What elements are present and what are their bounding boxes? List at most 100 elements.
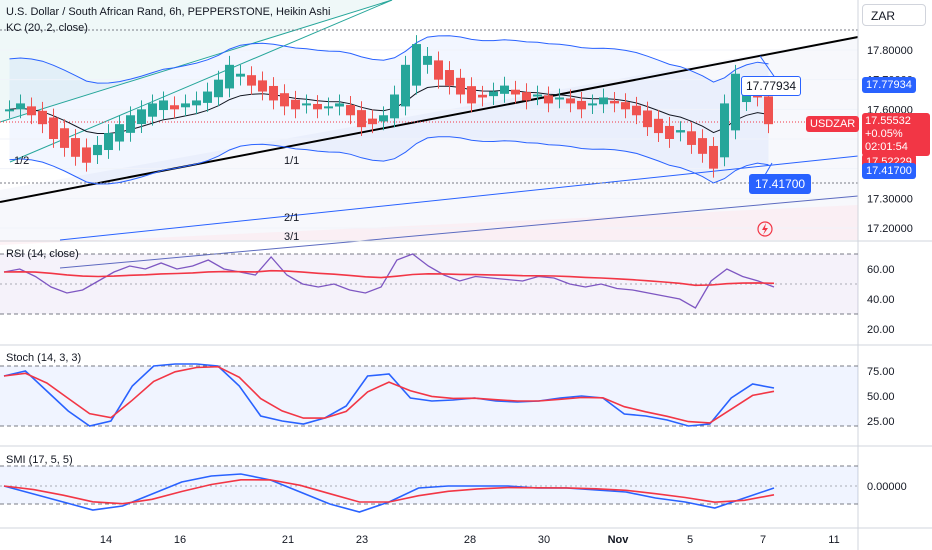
kc-upper-line	[9, 35, 769, 84]
candle-body	[489, 91, 498, 97]
candle-body	[192, 100, 201, 106]
rsi-pane	[0, 253, 858, 315]
candle-body	[731, 73, 740, 131]
candle-body	[214, 79, 223, 98]
candle-body	[544, 95, 553, 104]
upper-channel-axis-tag: 17.77934	[862, 77, 916, 93]
candle-body	[115, 124, 124, 142]
candle-body	[434, 60, 443, 80]
candle-body	[71, 138, 80, 157]
lower-channel-label[interactable]: 17.41700	[749, 174, 812, 194]
candle-body	[357, 110, 366, 128]
candle-body	[93, 144, 102, 156]
candle-body	[654, 118, 663, 134]
candle-body	[203, 91, 212, 103]
candle-body	[82, 147, 91, 163]
time-tick-label: 21	[282, 534, 294, 546]
candle-body	[599, 97, 608, 105]
price-tick-label: 17.80000	[867, 45, 913, 57]
current-price-tag: 17.55532 +0.05% 02:01:54	[862, 113, 930, 156]
price-change: +0.05%	[865, 128, 903, 140]
smi-label[interactable]: SMI (17, 5, 5)	[6, 454, 73, 466]
candle-body	[676, 130, 685, 133]
kc-basis-line	[9, 85, 769, 134]
candle-body	[159, 100, 168, 111]
stoch-tick-label: 75.00	[867, 366, 895, 378]
time-tick-label: 16	[174, 534, 186, 546]
rsi-axis: 60.00 40.00 20.00	[867, 264, 895, 336]
candle-body	[522, 92, 531, 101]
lower-channel-axis-tag: 17.41700	[862, 163, 916, 179]
stoch-tick-label: 50.00	[867, 391, 895, 403]
chart-title[interactable]: U.S. Dollar / South African Rand, 6h, PE…	[6, 6, 331, 18]
candle-body	[170, 105, 179, 110]
time-tick-label: Nov	[608, 534, 630, 546]
currency-selector[interactable]: ZAR	[862, 4, 926, 26]
time-tick-label: 5	[687, 534, 693, 546]
rsi-tick-label: 20.00	[867, 324, 895, 336]
candle-body	[324, 106, 333, 109]
candle-body	[181, 103, 190, 108]
smi-axis: 0.00000	[867, 481, 907, 493]
upper-channel-label[interactable]: 17.77934	[741, 76, 802, 96]
candle-body	[632, 105, 641, 116]
candle-body	[709, 145, 718, 169]
bar-countdown: 02:01:54	[865, 141, 908, 153]
candle-body	[687, 131, 696, 145]
candle-body	[137, 109, 146, 125]
candle-body	[390, 94, 399, 119]
candle-body	[643, 110, 652, 128]
time-tick-label: 11	[828, 534, 839, 546]
candle-body	[577, 100, 586, 110]
stoch-tick-label: 25.00	[867, 416, 895, 428]
candle-body	[104, 133, 113, 151]
candle-body	[764, 96, 773, 125]
stoch-label[interactable]: Stoch (14, 3, 3)	[6, 352, 82, 364]
candle-body	[588, 103, 597, 106]
time-tick-label: 14	[100, 534, 112, 546]
time-tick-label: 7	[760, 534, 766, 546]
candle-body	[60, 128, 69, 148]
candle-body	[313, 103, 322, 110]
candle-body	[445, 70, 454, 86]
candle-body	[720, 103, 729, 158]
lightning-icon[interactable]	[757, 221, 773, 237]
kc-lower-line	[9, 136, 769, 185]
candle-body	[225, 64, 234, 89]
candle-body	[500, 85, 509, 94]
candle-body	[621, 102, 630, 110]
kc-indicator-label[interactable]: KC (20, 2, close)	[6, 22, 88, 34]
candle-body	[401, 64, 410, 107]
fib-label-1-2: 1/2	[14, 155, 29, 167]
stoch-pane	[0, 363, 858, 427]
smi-pane	[0, 465, 858, 513]
candle-body	[423, 55, 432, 65]
smi-tick-label: 0.00000	[867, 481, 907, 493]
candle-body	[368, 118, 377, 125]
current-price: 17.55532	[865, 115, 911, 127]
candle-body	[467, 86, 476, 104]
time-axis[interactable]: 14 16 21 23 28 30 Nov 5 7 11	[100, 534, 840, 546]
time-tick-label: 28	[464, 534, 476, 546]
candle-body	[280, 93, 289, 107]
symbol-tag: USDZAR	[806, 116, 860, 132]
stoch-axis: 75.00 50.00 25.00	[867, 366, 895, 428]
candle-body	[346, 104, 355, 116]
rsi-label[interactable]: RSI (14, close)	[6, 248, 79, 260]
time-tick-label: 23	[356, 534, 368, 546]
price-tick-label: 17.30000	[867, 193, 913, 205]
candles	[5, 35, 773, 178]
candle-body	[478, 94, 487, 98]
candle-body	[566, 98, 575, 104]
candle-body	[665, 125, 674, 139]
fib-label-2-1: 2/1	[284, 212, 299, 224]
fib-label-3-1: 3/1	[284, 231, 299, 243]
candle-body	[49, 117, 58, 139]
candle-body	[412, 44, 421, 86]
candle-body	[269, 85, 278, 101]
candle-body	[610, 100, 619, 104]
candle-body	[335, 103, 344, 107]
candle-body	[247, 75, 256, 86]
candle-body	[291, 99, 300, 110]
